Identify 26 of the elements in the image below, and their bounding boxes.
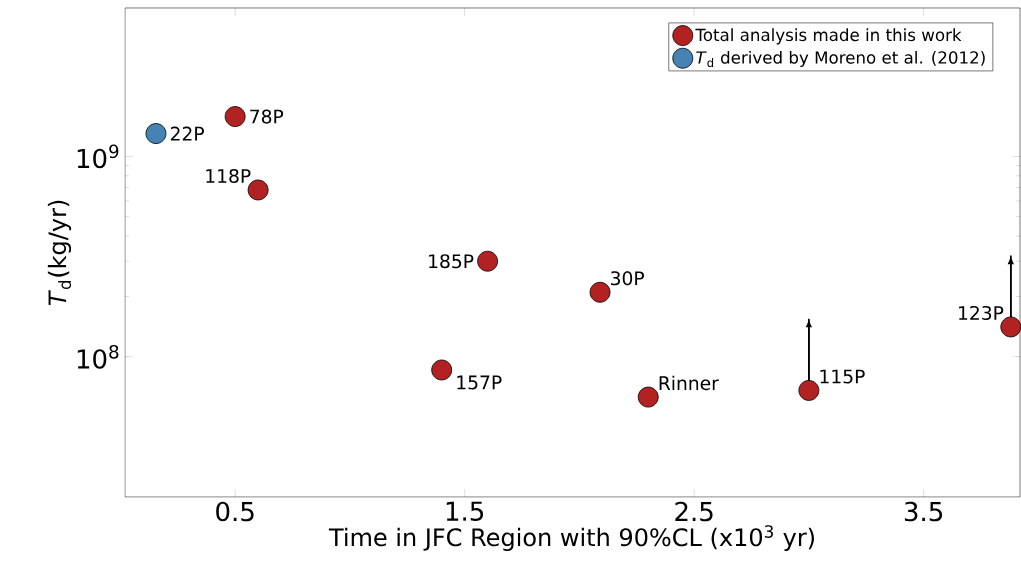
x-tick-label: 2.5 bbox=[675, 501, 713, 522]
x-tick-label: 3.5 bbox=[904, 501, 943, 522]
legend-label: Total analysis made in this work bbox=[695, 28, 962, 45]
point bbox=[589, 281, 611, 303]
legend-label: T$_{d}$ derived by Moreno et al. (2012) bbox=[696, 50, 985, 68]
point bbox=[431, 359, 453, 381]
annotation: 185P bbox=[429, 254, 474, 269]
annotation: 157P bbox=[457, 375, 502, 390]
annotation: 115P bbox=[820, 369, 865, 384]
annotation: Rinner bbox=[659, 375, 719, 391]
point bbox=[224, 106, 246, 127]
annotation: 78P bbox=[250, 109, 284, 124]
annotation: 22P bbox=[170, 126, 204, 141]
point bbox=[477, 250, 498, 272]
x-axis-title: Time in JFC Region with 90%CL (x10$^{3}$ yr) bbox=[328, 525, 814, 552]
point bbox=[145, 123, 167, 144]
annotation: 30P bbox=[611, 271, 645, 286]
annotation: 123P bbox=[959, 305, 1004, 321]
x-tick-label: 0.5 bbox=[216, 501, 254, 522]
x-tick-label: 1.5 bbox=[446, 501, 484, 522]
annotation: 118P bbox=[206, 168, 251, 184]
point bbox=[798, 380, 820, 401]
y-axis-title: T$_{d}$(kg/yr) bbox=[47, 200, 72, 306]
y-tick-label: 10$^{9}$ bbox=[77, 144, 119, 169]
point bbox=[637, 386, 659, 408]
y-tick-label: 10$^{8}$ bbox=[77, 344, 119, 369]
